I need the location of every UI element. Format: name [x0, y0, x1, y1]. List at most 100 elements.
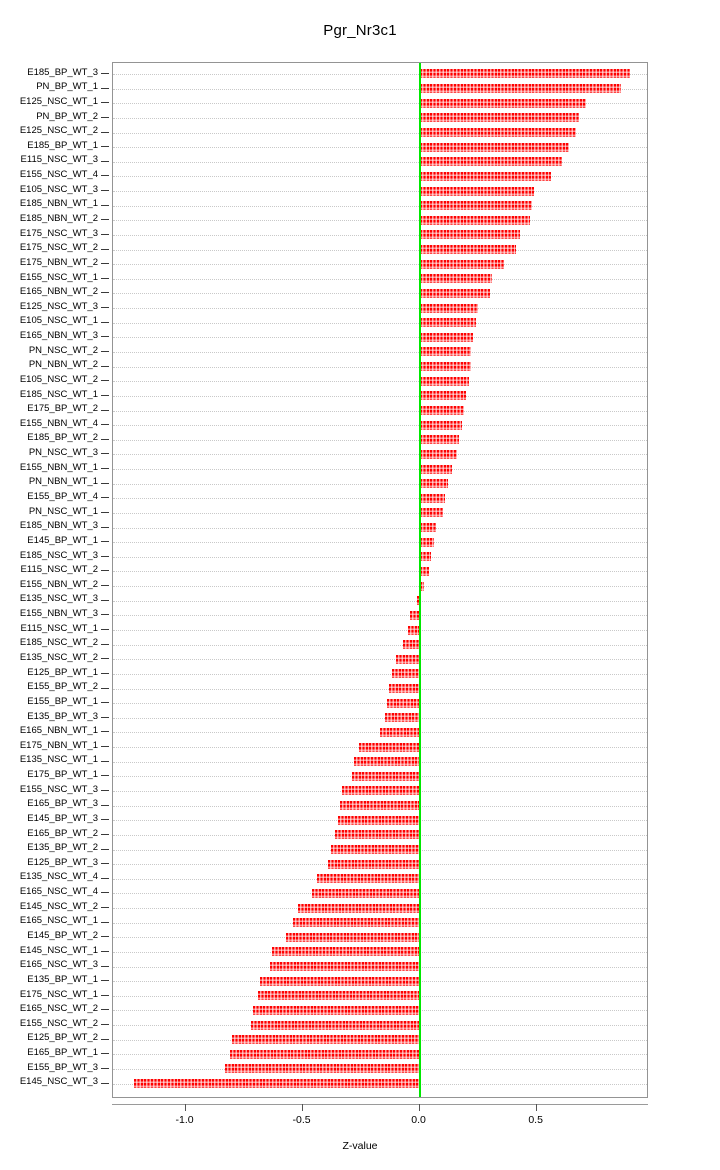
bar-row — [113, 286, 647, 301]
bar[interactable] — [419, 288, 490, 298]
bar[interactable] — [342, 786, 420, 796]
bar[interactable] — [251, 1020, 420, 1030]
gridline — [113, 117, 647, 119]
bar[interactable] — [419, 464, 453, 474]
bar-row — [113, 754, 647, 769]
bar[interactable] — [386, 698, 420, 708]
bar[interactable] — [260, 976, 420, 986]
bar[interactable] — [419, 420, 462, 430]
bar[interactable] — [419, 552, 432, 562]
bar[interactable] — [419, 493, 446, 503]
bar[interactable] — [337, 815, 420, 825]
bar[interactable] — [419, 113, 579, 123]
bar[interactable] — [419, 201, 532, 211]
bar[interactable] — [328, 859, 420, 869]
bar[interactable] — [410, 610, 420, 620]
bar[interactable] — [316, 874, 420, 884]
bar[interactable] — [419, 274, 493, 284]
bar-row — [113, 67, 647, 82]
bar[interactable] — [403, 640, 420, 650]
y-tick-label: E165_NBN_WT_2 — [19, 286, 98, 298]
bar-row — [113, 623, 647, 638]
bar[interactable] — [419, 157, 563, 167]
gridline — [113, 717, 647, 719]
bar-row — [113, 667, 647, 682]
bar[interactable] — [389, 684, 420, 694]
bar[interactable] — [419, 449, 458, 459]
bar[interactable] — [134, 1079, 420, 1089]
y-tick-mark — [101, 804, 109, 806]
x-tick-mark — [535, 1104, 537, 1111]
bar[interactable] — [258, 991, 420, 1001]
bar[interactable] — [358, 742, 420, 752]
bar[interactable] — [419, 186, 535, 196]
bar[interactable] — [396, 654, 420, 664]
bar[interactable] — [230, 1049, 420, 1059]
bar[interactable] — [419, 69, 631, 79]
bar-row — [113, 315, 647, 330]
bar[interactable] — [225, 1064, 420, 1074]
bar[interactable] — [419, 245, 516, 255]
y-tick-mark — [101, 248, 109, 250]
bar[interactable] — [330, 845, 420, 854]
bar[interactable] — [419, 435, 460, 445]
bar-row — [113, 301, 647, 316]
bar-row — [113, 447, 647, 462]
y-tick-label: E115_NSC_WT_3 — [20, 154, 98, 166]
bar-row — [113, 520, 647, 535]
gridline — [113, 249, 647, 251]
bar[interactable] — [419, 406, 465, 416]
bar[interactable] — [419, 332, 474, 342]
y-tick-label: E185_NSC_WT_3 — [19, 549, 98, 561]
y-tick-label: E125_BP_WT_1 — [27, 666, 98, 678]
bar[interactable] — [272, 947, 420, 957]
bar[interactable] — [419, 318, 476, 328]
bar[interactable] — [391, 669, 420, 679]
y-tick-label: E155_BP_WT_4 — [27, 491, 98, 502]
bar-row — [113, 740, 647, 755]
bar[interactable] — [351, 771, 420, 781]
y-tick-mark — [101, 921, 109, 923]
bar[interactable] — [253, 1005, 420, 1015]
y-tick-label: E175_NSC_WT_1 — [19, 988, 98, 1000]
bar[interactable] — [419, 391, 467, 401]
y-tick-label: PN_NBN_WT_2 — [28, 359, 98, 371]
bar[interactable] — [297, 903, 420, 913]
bar[interactable] — [384, 713, 420, 723]
bar[interactable] — [419, 215, 530, 225]
x-tick-mark — [418, 1104, 420, 1111]
bar[interactable] — [419, 566, 429, 576]
bar[interactable] — [419, 362, 472, 372]
bar[interactable] — [419, 171, 551, 181]
bar[interactable] — [419, 142, 570, 152]
bar[interactable] — [419, 347, 472, 357]
bar[interactable] — [269, 962, 420, 972]
y-tick-label: E185_NBN_WT_3 — [19, 520, 98, 532]
bar[interactable] — [419, 259, 504, 269]
bar[interactable] — [419, 508, 443, 518]
bar[interactable] — [419, 581, 425, 591]
bar[interactable] — [232, 1035, 420, 1045]
bar[interactable] — [419, 303, 479, 313]
bar[interactable] — [419, 230, 521, 240]
bar[interactable] — [311, 888, 420, 898]
bar[interactable] — [335, 830, 420, 840]
bar[interactable] — [419, 98, 586, 108]
bar[interactable] — [419, 479, 448, 489]
bar[interactable] — [417, 596, 420, 606]
bar[interactable] — [407, 625, 420, 635]
bar[interactable] — [379, 727, 420, 737]
bar[interactable] — [419, 523, 436, 533]
bar[interactable] — [286, 932, 420, 942]
bar[interactable] — [293, 918, 420, 928]
bar-row — [113, 769, 647, 784]
bar[interactable] — [419, 376, 469, 386]
bar[interactable] — [340, 801, 420, 811]
bar[interactable] — [354, 757, 420, 767]
bar[interactable] — [419, 537, 434, 547]
bar[interactable] — [419, 84, 621, 94]
y-tick-label: E145_BP_WT_2 — [27, 929, 98, 941]
bar-row — [113, 198, 647, 213]
bar[interactable] — [419, 128, 577, 137]
y-tick-mark — [101, 175, 109, 177]
